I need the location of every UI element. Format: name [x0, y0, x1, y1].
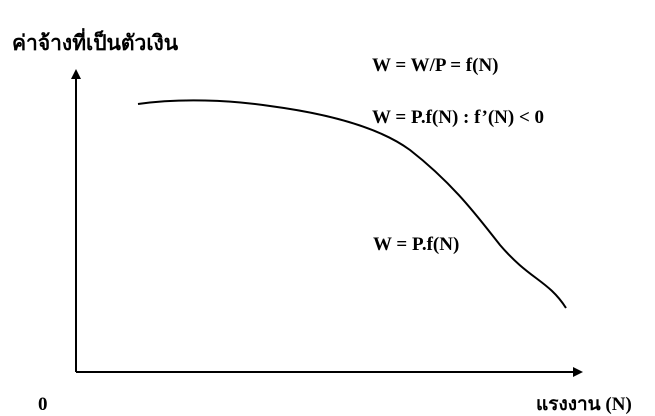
curve-label: W = P.f(N)	[373, 234, 459, 255]
origin-label: 0	[38, 394, 48, 415]
equation-top: W = W/P = f(N)	[372, 55, 499, 76]
x-axis-label: แรงงาน (N)	[536, 394, 632, 415]
wage-curve	[137, 99, 567, 309]
equation-mid: W = P.f(N) : f’(N) < 0	[372, 107, 544, 128]
y-axis-label: ค่าจ้างที่เป็นตัวเงิน	[12, 27, 179, 55]
